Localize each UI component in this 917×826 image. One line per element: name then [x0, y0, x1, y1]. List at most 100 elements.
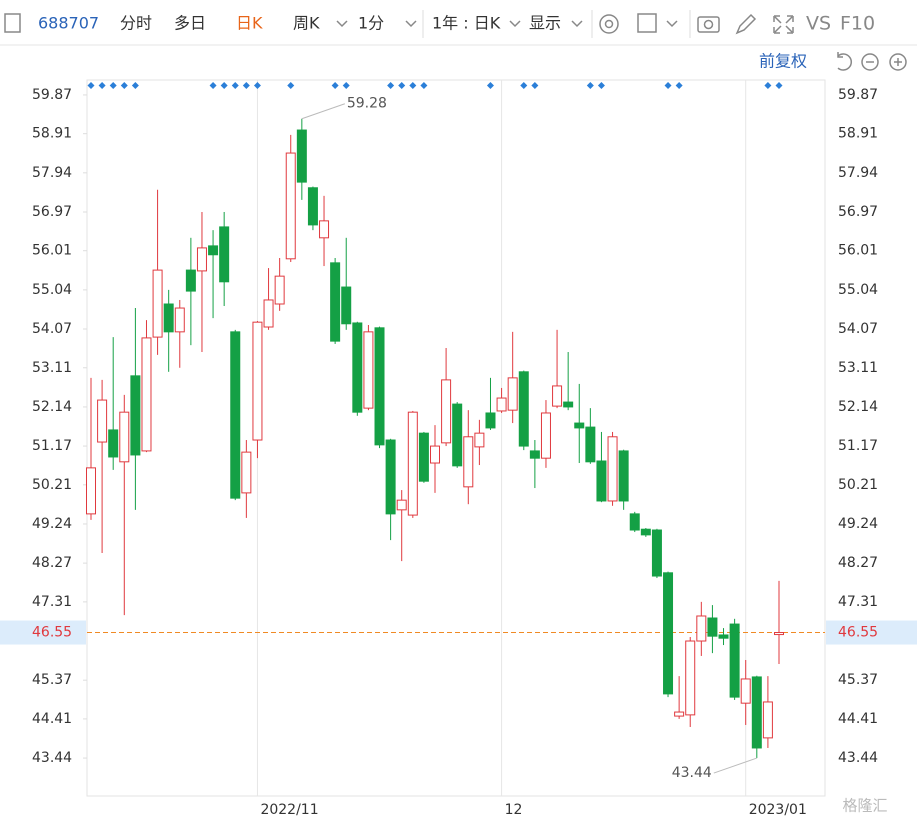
candle-body	[718, 634, 729, 639]
last-price-label: 46.55	[32, 625, 72, 641]
y-tick-label: 56.01	[32, 243, 72, 259]
candle-body	[296, 129, 307, 183]
y2-tick-label: 54.07	[838, 321, 878, 337]
candle-body	[596, 460, 607, 502]
annotation-leader	[301, 103, 346, 120]
y2-tick-label: 59.87	[838, 87, 878, 103]
tab[interactable]: 日K	[236, 14, 263, 33]
event-marker	[486, 82, 494, 89]
zoom-out-icon[interactable]	[861, 53, 879, 71]
y2-tick-label: 44.41	[838, 711, 878, 727]
candle-body	[696, 615, 707, 642]
candle-body	[507, 377, 518, 411]
event-marker	[287, 82, 295, 89]
stock-code: 688707	[38, 14, 99, 33]
y-tick-label: 59.87	[32, 87, 72, 103]
candle-body	[319, 220, 330, 239]
candle-body	[518, 371, 529, 447]
event-marker	[398, 82, 406, 89]
candle-body	[452, 403, 463, 467]
last-price-label: 46.55	[838, 625, 878, 641]
candle-body	[241, 451, 252, 494]
event-marker	[120, 82, 128, 89]
y-tick-label: 52.14	[32, 399, 72, 415]
zoom-in-plus	[894, 58, 902, 66]
display-select[interactable]: 显示	[529, 14, 561, 33]
chevron	[666, 20, 678, 28]
candle-body	[485, 412, 496, 429]
y-tick-label: 57.94	[32, 165, 72, 181]
candle-body	[396, 499, 407, 511]
y2-tick-label: 47.31	[838, 594, 878, 610]
annotation: 43.44	[672, 765, 712, 781]
y-tick-label: 54.07	[32, 321, 72, 337]
y2-tick-label: 53.11	[838, 360, 878, 376]
candle-body	[86, 467, 96, 515]
candle-body	[529, 450, 540, 459]
annotation: 59.28	[347, 96, 387, 112]
toolbar: 688707 分时 多日 日K 周K 1分 1年 : 日K 显示 VS F10	[0, 10, 917, 46]
y-tick-label: 43.44	[32, 750, 72, 766]
event-marker	[331, 82, 339, 89]
y2-tick-label: 57.94	[838, 165, 878, 181]
y2-tick-label: 50.21	[838, 477, 878, 493]
candle-body	[307, 187, 318, 226]
x-tick-label: 2022/11	[260, 802, 318, 818]
vs-button[interactable]: VS	[806, 13, 831, 35]
event-marker	[775, 82, 783, 89]
x-tick-label: 2023/01	[749, 802, 807, 818]
sidebar-icon[interactable]	[4, 13, 21, 33]
candle-body	[474, 432, 485, 448]
y-tick-label: 56.97	[32, 204, 72, 220]
candle-body	[607, 436, 618, 502]
candle-body	[330, 262, 341, 342]
event-marker	[242, 82, 250, 89]
tab[interactable]: 多日	[174, 14, 206, 33]
candle-body	[418, 432, 429, 482]
candle-body	[352, 322, 363, 413]
y2-tick-label: 45.37	[838, 672, 878, 688]
event-marker	[387, 82, 395, 89]
period-select[interactable]: 1年 : 日K	[432, 14, 501, 33]
candle-body	[263, 299, 274, 328]
candle-body	[629, 513, 640, 531]
y2-tick-label: 58.91	[838, 126, 878, 142]
checkbox-icon[interactable]	[637, 13, 657, 33]
event-marker	[586, 82, 594, 89]
tab[interactable]: 分时	[120, 14, 152, 33]
candle-body	[152, 269, 163, 338]
candle-body	[285, 152, 296, 260]
tab[interactable]: 1分	[358, 14, 384, 33]
settings-icon[interactable]	[599, 14, 619, 34]
zoom-in-icon[interactable]	[889, 53, 907, 71]
candle-body	[729, 623, 740, 698]
camera-icon[interactable]	[697, 16, 720, 33]
event-marker	[531, 82, 539, 89]
tab[interactable]: 周K	[293, 14, 320, 33]
event-marker	[253, 82, 261, 89]
y-tick-label: 50.21	[32, 477, 72, 493]
candle-body	[618, 450, 629, 502]
candle-body	[108, 429, 119, 458]
settings-icon-core	[604, 19, 614, 29]
candle-body	[163, 303, 174, 333]
event-marker	[664, 82, 672, 89]
candle-body	[707, 617, 718, 637]
fullscreen-icon[interactable]	[773, 15, 794, 34]
reset-icon[interactable]	[837, 52, 853, 71]
last-price-box	[826, 620, 917, 645]
adjust-button[interactable]: 前复权	[759, 52, 807, 71]
y2-tick-label: 56.01	[838, 243, 878, 259]
y2-tick-label: 49.24	[838, 516, 878, 532]
event-marker	[675, 82, 683, 89]
event-marker	[409, 82, 417, 89]
candle-body	[219, 226, 230, 283]
f10-button[interactable]: F10	[840, 13, 875, 35]
chevron	[405, 20, 417, 28]
chevron	[509, 20, 521, 28]
candle-body	[552, 385, 563, 407]
candle-body	[141, 337, 152, 452]
y-tick-label: 45.37	[32, 672, 72, 688]
y2-tick-label: 56.97	[838, 204, 878, 220]
pencil-icon[interactable]	[735, 13, 757, 35]
